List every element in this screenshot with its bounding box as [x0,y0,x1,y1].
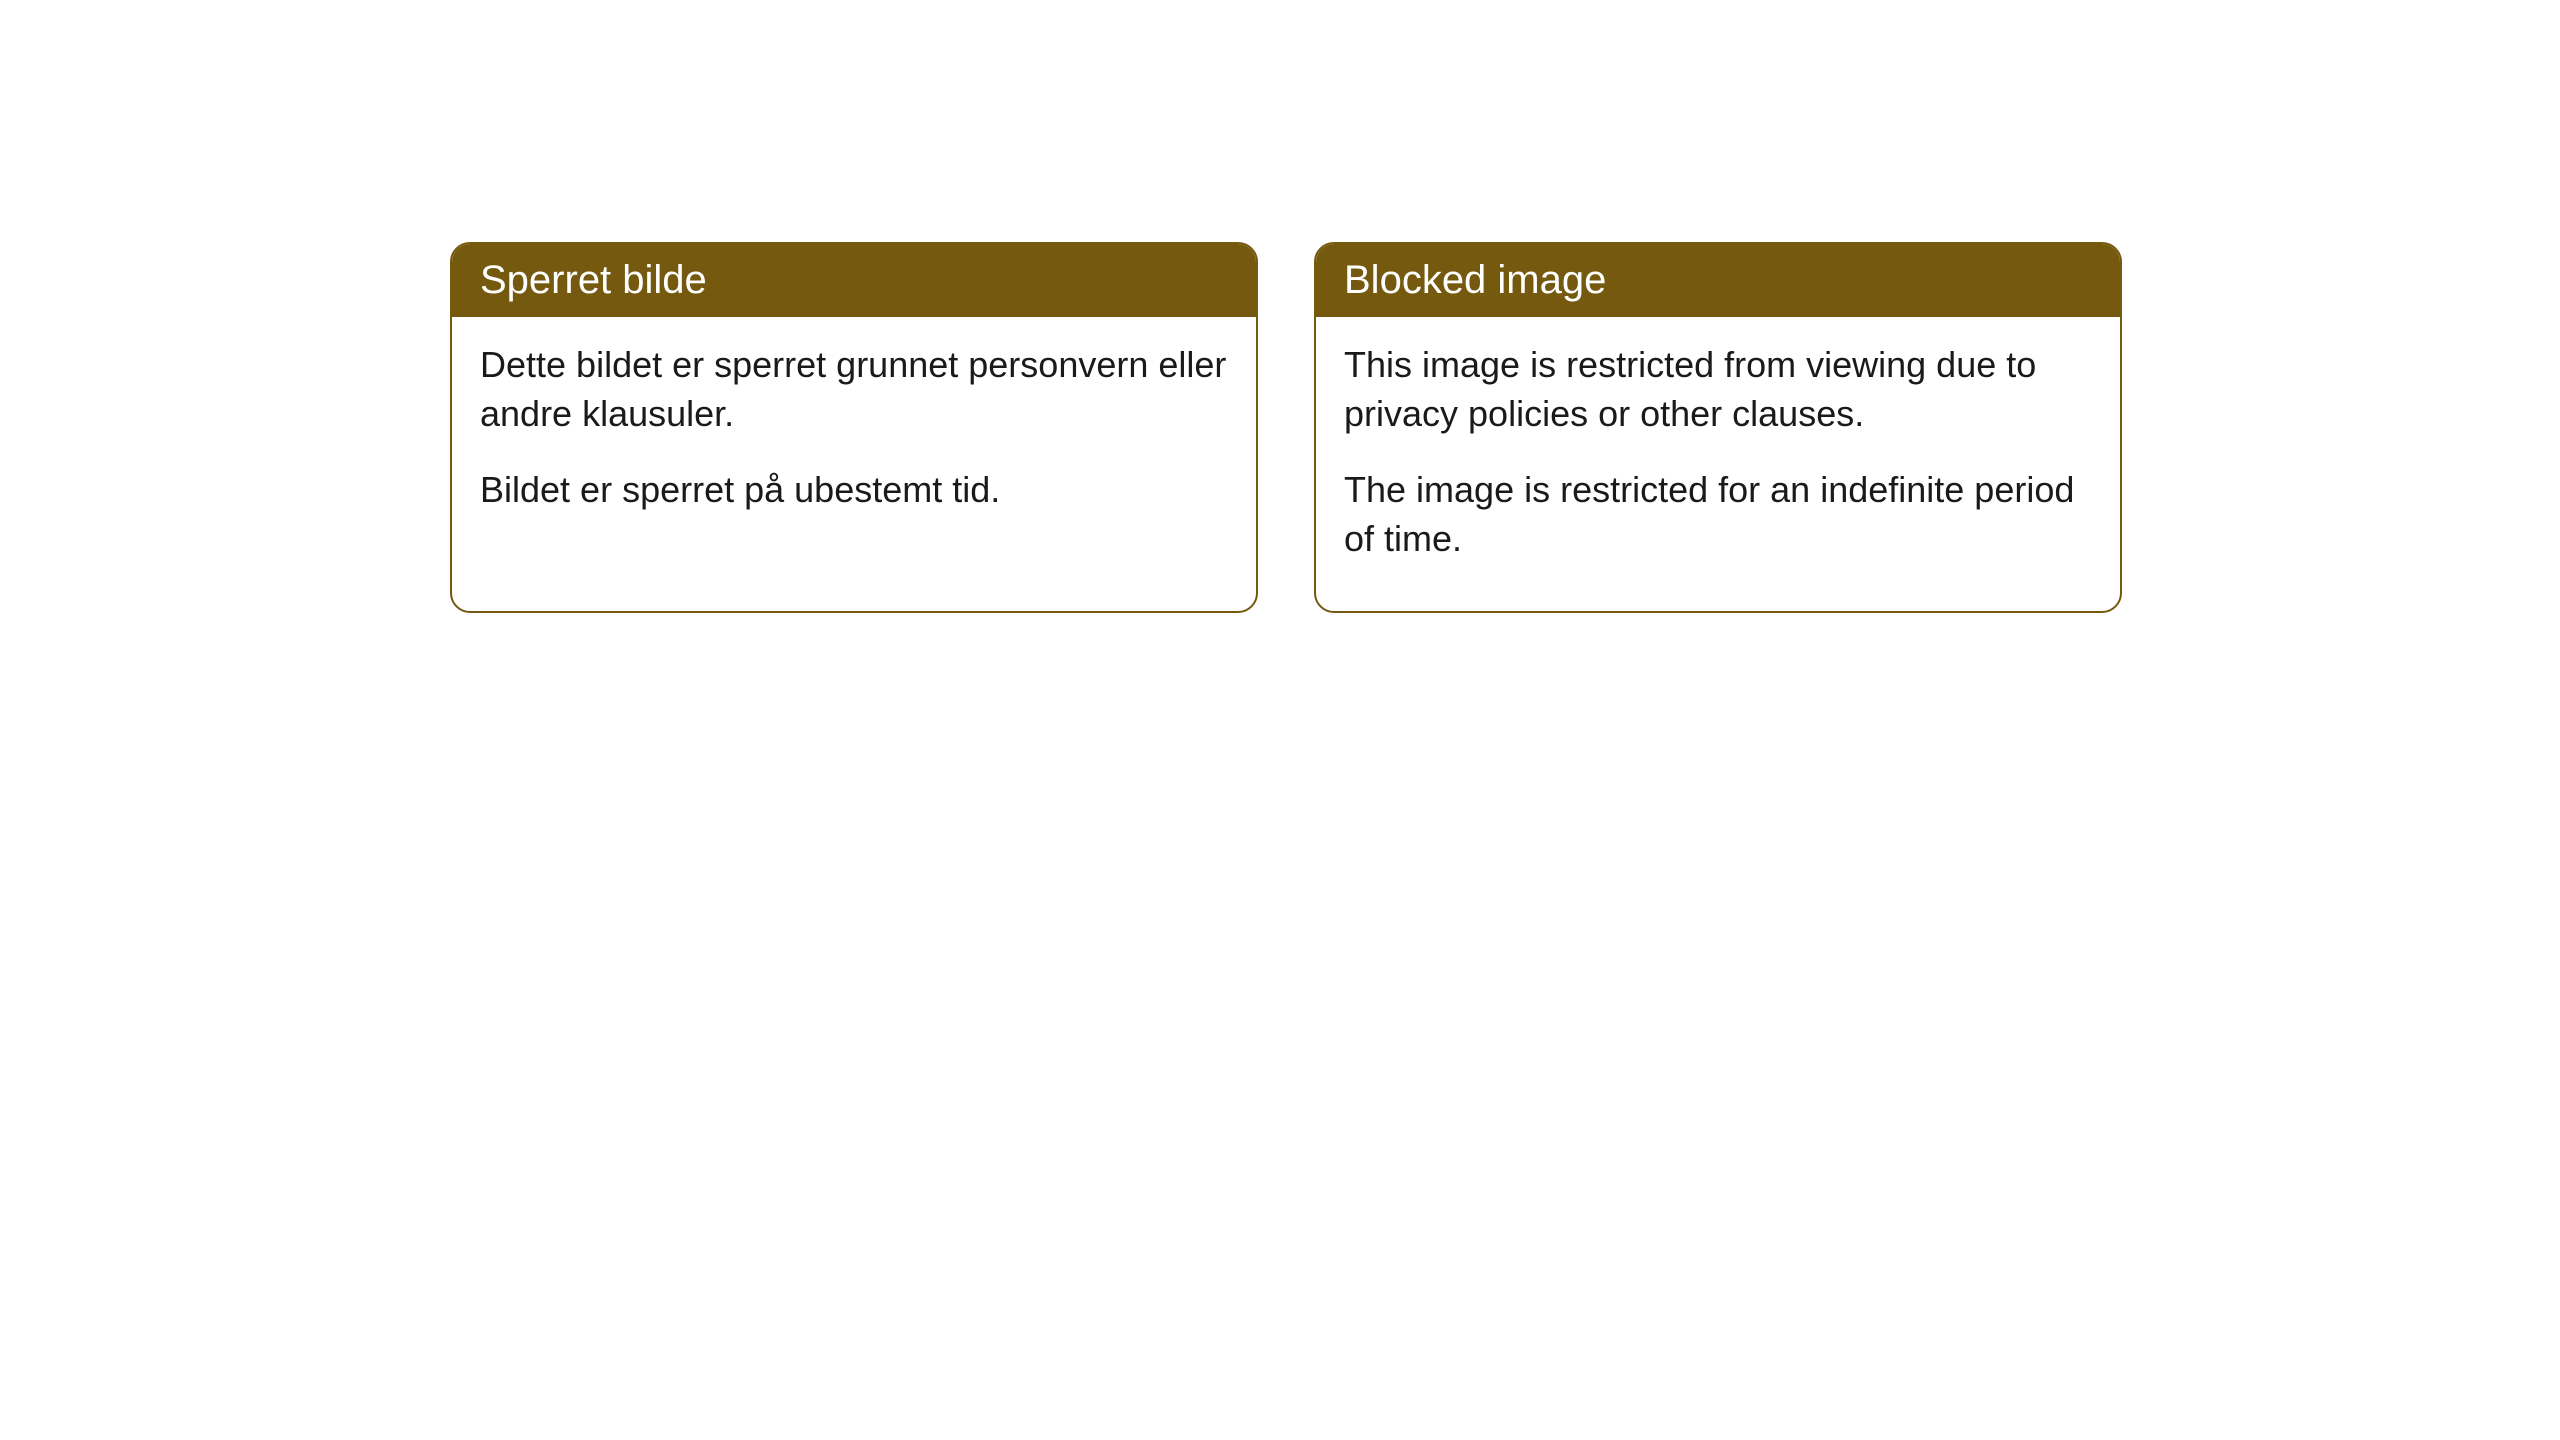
card-body-english: This image is restricted from viewing du… [1316,317,2120,611]
blocked-image-card-english: Blocked image This image is restricted f… [1314,242,2122,613]
card-paragraph: Bildet er sperret på ubestemt tid. [480,466,1228,515]
blocked-image-card-norwegian: Sperret bilde Dette bildet er sperret gr… [450,242,1258,613]
card-header-english: Blocked image [1316,244,2120,317]
card-paragraph: Dette bildet er sperret grunnet personve… [480,341,1228,438]
card-title: Sperret bilde [480,258,707,302]
card-body-norwegian: Dette bildet er sperret grunnet personve… [452,317,1256,563]
card-paragraph: This image is restricted from viewing du… [1344,341,2092,438]
card-paragraph: The image is restricted for an indefinit… [1344,466,2092,563]
notice-cards-container: Sperret bilde Dette bildet er sperret gr… [450,242,2122,613]
card-header-norwegian: Sperret bilde [452,244,1256,317]
card-title: Blocked image [1344,258,1606,302]
